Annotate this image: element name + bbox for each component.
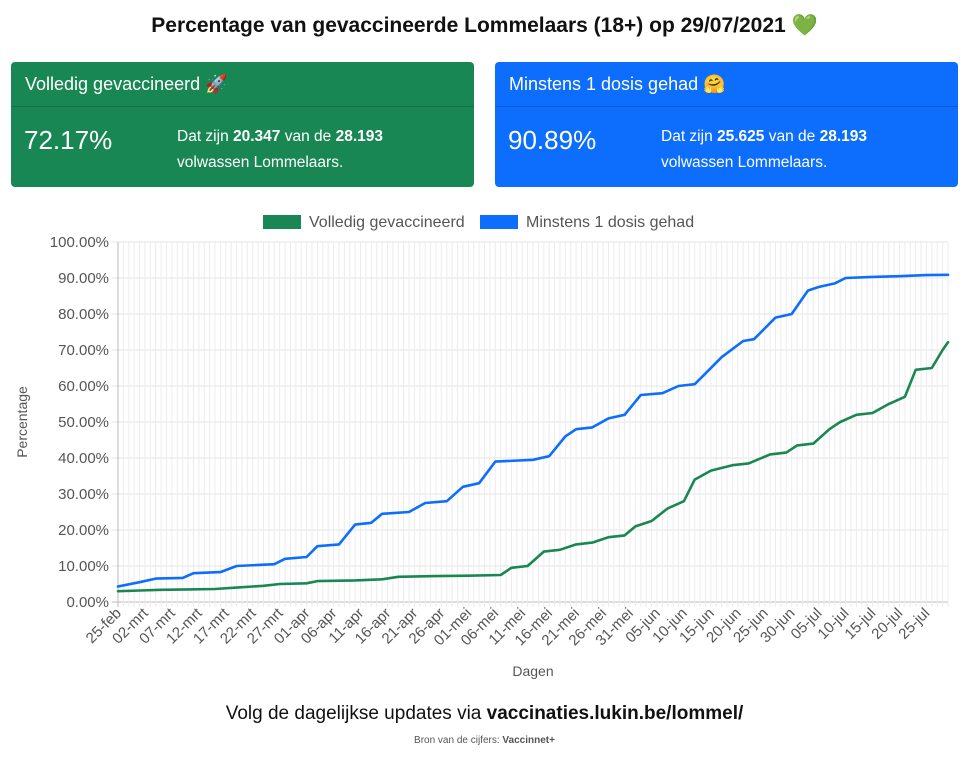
rocket-icon: 🚀	[205, 74, 228, 94]
total-adults: 28.193	[819, 128, 868, 145]
source-name: Vaccinnet+	[502, 735, 555, 746]
legend-label: Volledig gevaccineerd	[309, 214, 465, 231]
y-tick-label: 100.00%	[50, 234, 109, 251]
text-suffix: volwassen Lommelaars.	[177, 154, 344, 171]
text-prefix: Dat zijn	[177, 128, 229, 145]
y-tick-label: 20.00%	[58, 522, 109, 539]
y-tick-label: 30.00%	[58, 486, 109, 503]
hugging-face-icon: 🤗	[703, 74, 726, 94]
series-line	[116, 273, 950, 588]
total-adults: 28.193	[335, 128, 384, 145]
card-header: Minstens 1 dosis gehad 🤗	[495, 62, 958, 107]
updates-link[interactable]: vaccinaties.lukin.be/lommel/	[486, 703, 744, 724]
legend-label: Minstens 1 dosis gehad	[526, 214, 694, 231]
legend-swatch	[263, 215, 301, 229]
updates-note: Volg de dagelijkse updates via vaccinati…	[0, 703, 969, 725]
card-header: Volledig gevaccineerd 🚀	[11, 62, 474, 107]
card-body: 90.89% Dat zijn 25.625 van de 28.193 vol…	[495, 107, 958, 187]
card-body: 72.17% Dat zijn 20.347 van de 28.193 vol…	[11, 107, 474, 187]
green-heart-icon: 💚	[791, 14, 818, 37]
y-tick-label: 40.00%	[58, 450, 109, 467]
y-tick-label: 0.00%	[66, 594, 109, 611]
vaccinated-count: 25.625	[717, 128, 765, 145]
fully-vaccinated-percentage: 72.17%	[24, 125, 113, 155]
y-tick-label: 60.00%	[58, 378, 109, 395]
text-middle: van de	[768, 128, 816, 145]
page-title-text: Percentage van gevaccineerde Lommelaars …	[151, 14, 786, 37]
first-dose-text: Dat zijn 25.625 van de 28.193 volwassen …	[661, 124, 867, 176]
vaccination-line-chart: 0.00% 10.00% 20.00% 30.00% 40.00% 50.00% 60.00…	[14, 214, 950, 679]
text-middle: van de	[284, 128, 332, 145]
source-label: Bron van de cijfers:	[414, 735, 500, 746]
fully-vaccinated-card: Volledig gevaccineerd 🚀 72.17% Dat zijn …	[11, 62, 474, 187]
card-header-label: Minstens 1 dosis gehad	[509, 74, 699, 94]
y-tick-label: 10.00%	[58, 558, 109, 575]
first-dose-card: Minstens 1 dosis gehad 🤗 90.89% Dat zijn…	[495, 62, 958, 187]
y-axis-title: Percentage	[14, 386, 30, 458]
y-tick-label: 70.00%	[58, 342, 109, 359]
page-title: Percentage van gevaccineerde Lommelaars …	[0, 14, 969, 38]
vaccinated-count: 20.347	[233, 128, 281, 145]
y-tick-label: 90.00%	[58, 270, 109, 287]
y-tick-label: 50.00%	[58, 414, 109, 431]
series-line	[116, 340, 950, 593]
card-header-label: Volledig gevaccineerd	[25, 74, 201, 94]
text-prefix: Dat zijn	[661, 128, 713, 145]
y-tick-label: 80.00%	[58, 306, 109, 323]
updates-note-text: Volg de dagelijkse updates via	[225, 703, 482, 724]
first-dose-percentage: 90.89%	[508, 125, 597, 155]
source-note: Bron van de cijfers: Vaccinnet+	[0, 735, 969, 746]
x-axis-title: Dagen	[512, 663, 553, 679]
text-suffix: volwassen Lommelaars.	[661, 154, 828, 171]
fully-vaccinated-text: Dat zijn 20.347 van de 28.193 volwassen …	[177, 124, 383, 176]
legend-swatch	[480, 215, 518, 229]
x-tick-label: 25-jul	[895, 605, 933, 643]
